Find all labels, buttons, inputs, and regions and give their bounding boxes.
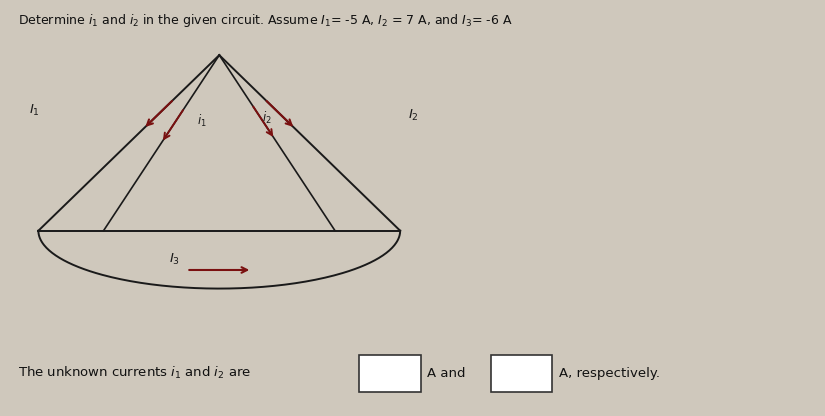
Text: $I_1$: $I_1$ <box>29 103 40 119</box>
Text: $I_3$: $I_3$ <box>168 252 180 267</box>
Text: Determine $\mathit{i}_1$ and $\mathit{i}_2$ in the given circuit. Assume $\mathi: Determine $\mathit{i}_1$ and $\mathit{i}… <box>18 12 512 29</box>
FancyBboxPatch shape <box>491 355 552 392</box>
FancyBboxPatch shape <box>359 355 421 392</box>
Text: $I_2$: $I_2$ <box>408 107 419 123</box>
Text: $i_2$: $i_2$ <box>262 110 271 126</box>
Text: $i_1$: $i_1$ <box>197 113 206 129</box>
Text: The unknown currents $\mathit{i}_1$ and $\mathit{i}_2$ are: The unknown currents $\mathit{i}_1$ and … <box>18 365 251 381</box>
Text: A and: A and <box>427 367 466 380</box>
Text: A, respectively.: A, respectively. <box>559 367 660 380</box>
